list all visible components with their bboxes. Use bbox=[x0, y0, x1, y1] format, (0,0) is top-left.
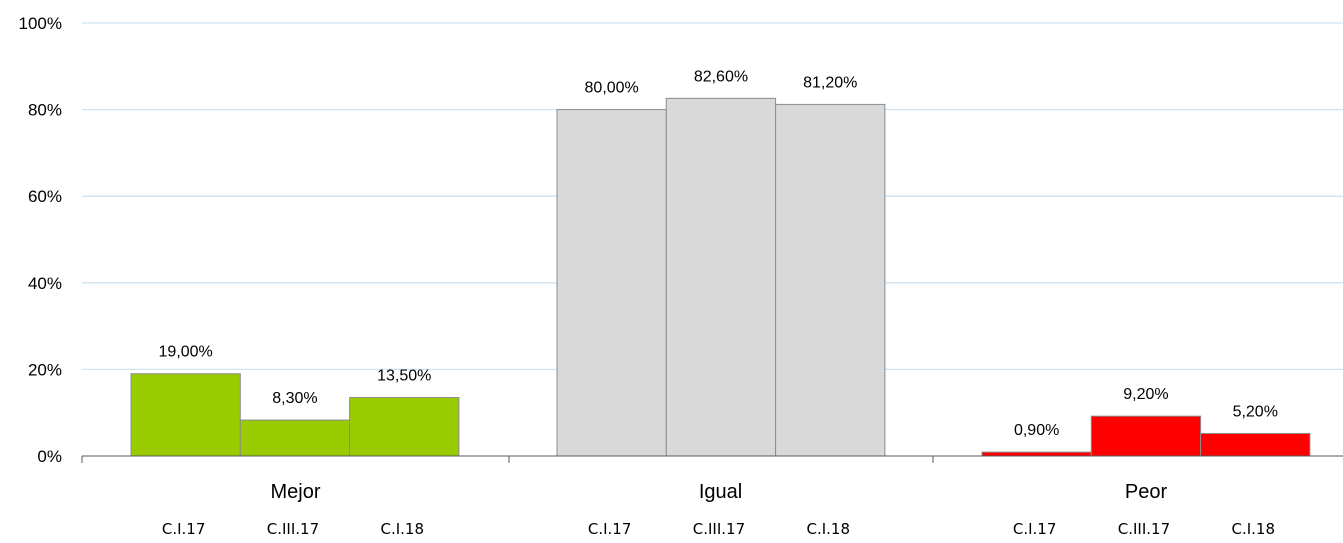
bar bbox=[1090, 415, 1202, 457]
y-tick-label: 40% bbox=[28, 274, 62, 293]
bars bbox=[130, 97, 1311, 457]
x-series-label: C.III.17 bbox=[693, 520, 745, 538]
y-tick-label: 100% bbox=[19, 14, 62, 33]
bar bbox=[665, 97, 777, 457]
x-category-label: Mejor bbox=[270, 481, 320, 503]
y-tick-label: 20% bbox=[28, 360, 62, 379]
data-label: 5,20% bbox=[1233, 403, 1278, 420]
x-axis-labels: C.I.17 C.III.17 C.I.18 Mejor C.I.17 C.III.17 C… bbox=[162, 481, 1275, 538]
x-axis bbox=[81, 455, 1343, 463]
bar bbox=[981, 451, 1092, 457]
x-series-label: C.I.18 bbox=[1231, 520, 1275, 538]
data-label: 9,20% bbox=[1123, 386, 1168, 403]
y-tick-label: 80% bbox=[28, 101, 62, 120]
bar bbox=[130, 373, 241, 457]
y-tick-label: 60% bbox=[28, 187, 62, 206]
data-labels: 19,00% 8,30% 13,50% 80,00% 82,60% 81,20% 0,90%… bbox=[159, 68, 1278, 439]
bar bbox=[1200, 432, 1311, 457]
data-label: 82,60% bbox=[694, 68, 748, 85]
bar bbox=[775, 103, 886, 457]
data-label: 0,90% bbox=[1014, 422, 1059, 439]
x-series-label: C.I.18 bbox=[380, 520, 424, 538]
x-series-label: C.I.17 bbox=[1013, 520, 1057, 538]
bar bbox=[349, 397, 460, 457]
x-series-label: C.III.17 bbox=[267, 520, 319, 538]
bar bbox=[556, 109, 667, 457]
x-series-label: C.III.17 bbox=[1118, 520, 1170, 538]
y-axis-tick-labels: 0% 20% 40% 60% 80% 100% bbox=[19, 14, 62, 466]
data-label: 13,50% bbox=[377, 368, 431, 385]
x-series-label: C.I.18 bbox=[806, 520, 850, 538]
x-series-label: C.I.17 bbox=[588, 520, 632, 538]
data-label: 81,20% bbox=[803, 74, 857, 91]
data-label: 19,00% bbox=[159, 344, 213, 361]
bar bbox=[239, 419, 351, 457]
y-tick-label: 0% bbox=[37, 447, 62, 466]
x-category-label: Igual bbox=[699, 481, 742, 503]
x-series-label: C.I.17 bbox=[162, 520, 206, 538]
data-label: 8,30% bbox=[272, 390, 317, 407]
x-category-label: Peor bbox=[1125, 481, 1168, 503]
data-label: 80,00% bbox=[585, 80, 639, 97]
